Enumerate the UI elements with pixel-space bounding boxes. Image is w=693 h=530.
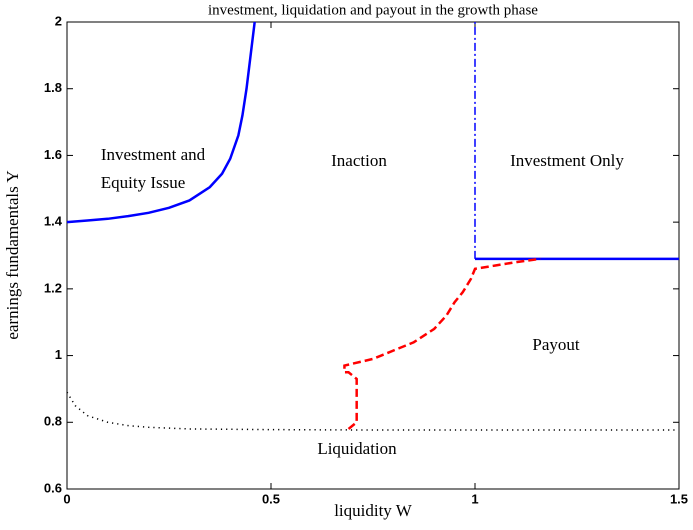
x-tick-label: 0.5 — [262, 491, 280, 506]
chart-title: investment, liquidation and payout in th… — [208, 2, 538, 18]
region-label: Investment Only — [510, 151, 624, 170]
y-tick-label: 0.6 — [44, 480, 62, 495]
region-label: Equity Issue — [101, 173, 186, 192]
x-axis-label: liquidity W — [334, 501, 413, 520]
x-tick-label: 0 — [63, 491, 70, 506]
region-label: Inaction — [331, 151, 387, 170]
region-label: Investment and — [101, 145, 206, 164]
y-tick-label: 2 — [55, 13, 62, 28]
region-label: Liquidation — [317, 439, 397, 458]
x-tick-label: 1 — [471, 491, 478, 506]
y-tick-label: 0.8 — [44, 414, 62, 429]
y-axis-label: earnings fundamentals Y — [3, 170, 22, 339]
y-tick-label: 1.2 — [44, 280, 62, 295]
boundary-line — [343, 257, 541, 430]
boundary-line — [66, 21, 256, 224]
x-tick-label: 1.5 — [670, 491, 688, 506]
y-tick-label: 1.4 — [44, 214, 63, 229]
boundary-line — [66, 391, 679, 431]
plot-frame — [66, 21, 680, 490]
y-tick-label: 1.6 — [44, 147, 62, 162]
y-tick-label: 1 — [55, 347, 62, 362]
y-tick-label: 1.8 — [44, 80, 62, 95]
region-label: Payout — [532, 335, 580, 354]
